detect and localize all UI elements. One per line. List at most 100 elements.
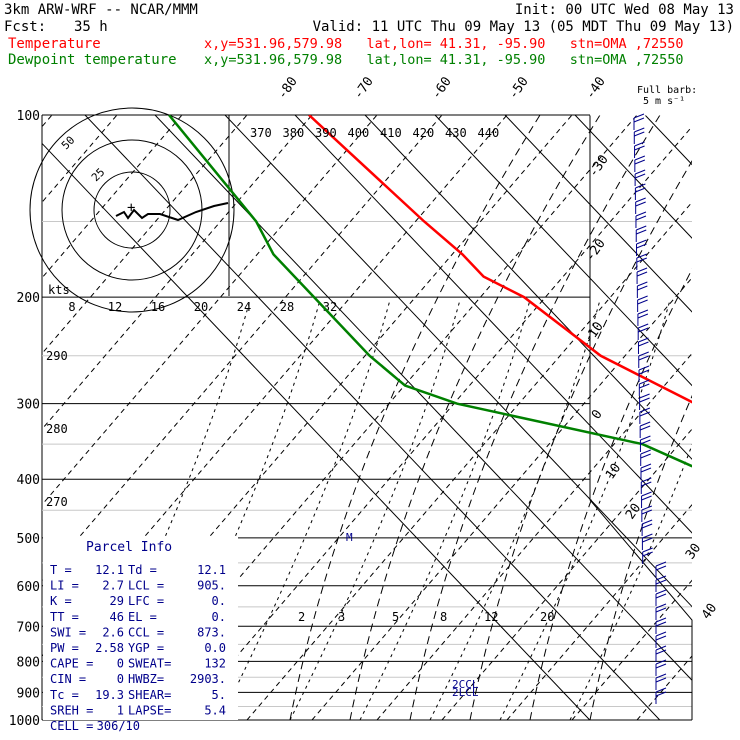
isotherm-line (715, 115, 740, 720)
parcel-row-label: SREH = (50, 703, 93, 717)
wind-barb-flag (636, 267, 648, 273)
parcel-row-value: 1 (117, 703, 124, 717)
wind-barb-flag (641, 505, 653, 511)
parcel-row-value: 0 (117, 657, 124, 671)
parcel-row-value: 2.6 (102, 625, 124, 639)
wind-barb-flag (655, 579, 667, 585)
wind-barb-flag (655, 565, 667, 571)
hodograph-trace (115, 202, 229, 222)
parcel-row-label: CAPE = (50, 657, 93, 671)
profile-temperature-line (308, 115, 692, 404)
parcel-row-label: LI = (50, 579, 79, 593)
parcel-row-value: 132 (204, 657, 226, 671)
wind-barb-flag (634, 169, 646, 175)
moist-adiabat-line (289, 299, 461, 720)
wind-barb-flag (638, 337, 649, 343)
wind-barb-flag (655, 663, 667, 669)
parcel-row-label: CCL = (128, 625, 164, 639)
parcel-row-label: LCL = (128, 579, 164, 593)
wind-barbs (633, 113, 667, 704)
dry-adiabat-line (181, 125, 692, 720)
mixing-ratio-line (409, 115, 661, 720)
parcel-row-value: 0 (117, 672, 124, 686)
wind-barb-flag (655, 691, 667, 697)
parcel-row-value: 0.0 (204, 641, 226, 655)
isotherm-label: 10 (603, 461, 624, 482)
parcel-row-label: TT = (50, 610, 79, 624)
parcel-row-label: HWBZ= (128, 672, 164, 686)
mixing-ratio-line (529, 268, 692, 720)
parcel-row-label: SWEAT= (128, 657, 171, 671)
parcel-info-panel: Parcel Info T = 12.1 Td = 12.1 LI = 2.7 LCL = 90… (43, 537, 238, 733)
wind-barb-flag (637, 313, 649, 319)
wind-barb-flag (641, 495, 652, 501)
wind-barb-flag (634, 141, 645, 147)
isobar-label: 600 (17, 580, 40, 595)
isobar-label: 200 (17, 291, 40, 306)
clipped-grid (42, 115, 740, 720)
parcel-row-label: SWI = (50, 625, 86, 639)
moist-adiabat-line (499, 299, 671, 720)
parcel-row-label: Td = (128, 563, 157, 577)
parcel-row-value: 905. (197, 579, 226, 593)
isotherm-line (364, 115, 692, 460)
mixing-ratio-label: 12 (484, 610, 498, 624)
wind-barb-flag (633, 113, 645, 119)
wind-barb-flag (635, 183, 646, 189)
wind-barb-flag (637, 295, 648, 301)
wind-barb-flag (638, 369, 650, 375)
wind-barb-flag (640, 449, 651, 455)
moist-adiabat-line (569, 443, 692, 720)
isotherm-line (42, 142, 591, 720)
wind-barb-flag (636, 271, 648, 277)
mixing-ratio-line (349, 115, 601, 720)
wind-barb-flag (655, 561, 667, 567)
isotherm-label: -40 (583, 74, 609, 102)
parcel-row-label: EL = (128, 610, 157, 624)
wind-barb-flag (655, 621, 667, 627)
legend-temperature-name: Temperature (8, 36, 101, 52)
moist-adiabat-line (359, 299, 531, 720)
wind-barb-flag (655, 617, 667, 623)
wind-barb-flag (640, 453, 651, 459)
hodograph-speed-label: 8 (68, 300, 75, 314)
wind-barb-flag (655, 575, 667, 581)
wind-barb-flag (635, 197, 646, 203)
theta-label: 410 (380, 126, 402, 140)
isotherm-label: -60 (429, 74, 455, 102)
wind-barb-flag (639, 397, 650, 403)
forecast-label: Fcst: (4, 19, 47, 35)
wind-barb-flag (637, 281, 648, 287)
wind-barb-flag (634, 173, 646, 179)
wind-barb-flag (655, 635, 667, 641)
wind-barb-flag (637, 309, 649, 315)
dry-adiabat-line (246, 201, 692, 720)
isotherm-label: 20 (623, 501, 644, 522)
dry-adiabat-line (42, 115, 508, 657)
wind-barb-flag (655, 673, 667, 679)
parcel-row-value: 46 (110, 610, 124, 624)
mixing-ratio-label: 3 (338, 610, 345, 624)
parcel-row-value: 12.1 (95, 563, 124, 577)
hodograph-speed-label: 20 (194, 300, 208, 314)
hodograph-speed-label: 16 (151, 300, 165, 314)
hodograph-speed-label: 24 (237, 300, 251, 314)
wind-barb-flag (640, 435, 651, 441)
hodograph-ring (29, 107, 235, 313)
moist-adiabat-line (219, 299, 391, 720)
dry-adiabat-line (42, 115, 443, 582)
dry-adiabat-line (376, 352, 692, 720)
dry-adiabat-line (42, 115, 378, 506)
barb-legend-line2: 5 m s⁻¹ (643, 96, 685, 107)
theta-label: 380 (283, 126, 305, 140)
isotherm-label: 40 (699, 601, 720, 622)
wind-barb-flag (634, 145, 645, 151)
isobar-label: 500 (17, 532, 40, 547)
isobar-label: 100 (17, 109, 40, 124)
wind-barb-flag (655, 593, 667, 599)
wind-barb-flag (634, 131, 645, 137)
parcel-row-label: PW = (50, 641, 79, 655)
wind-barb-flag (641, 523, 653, 529)
hodograph-ring-label: 25 (89, 166, 108, 185)
